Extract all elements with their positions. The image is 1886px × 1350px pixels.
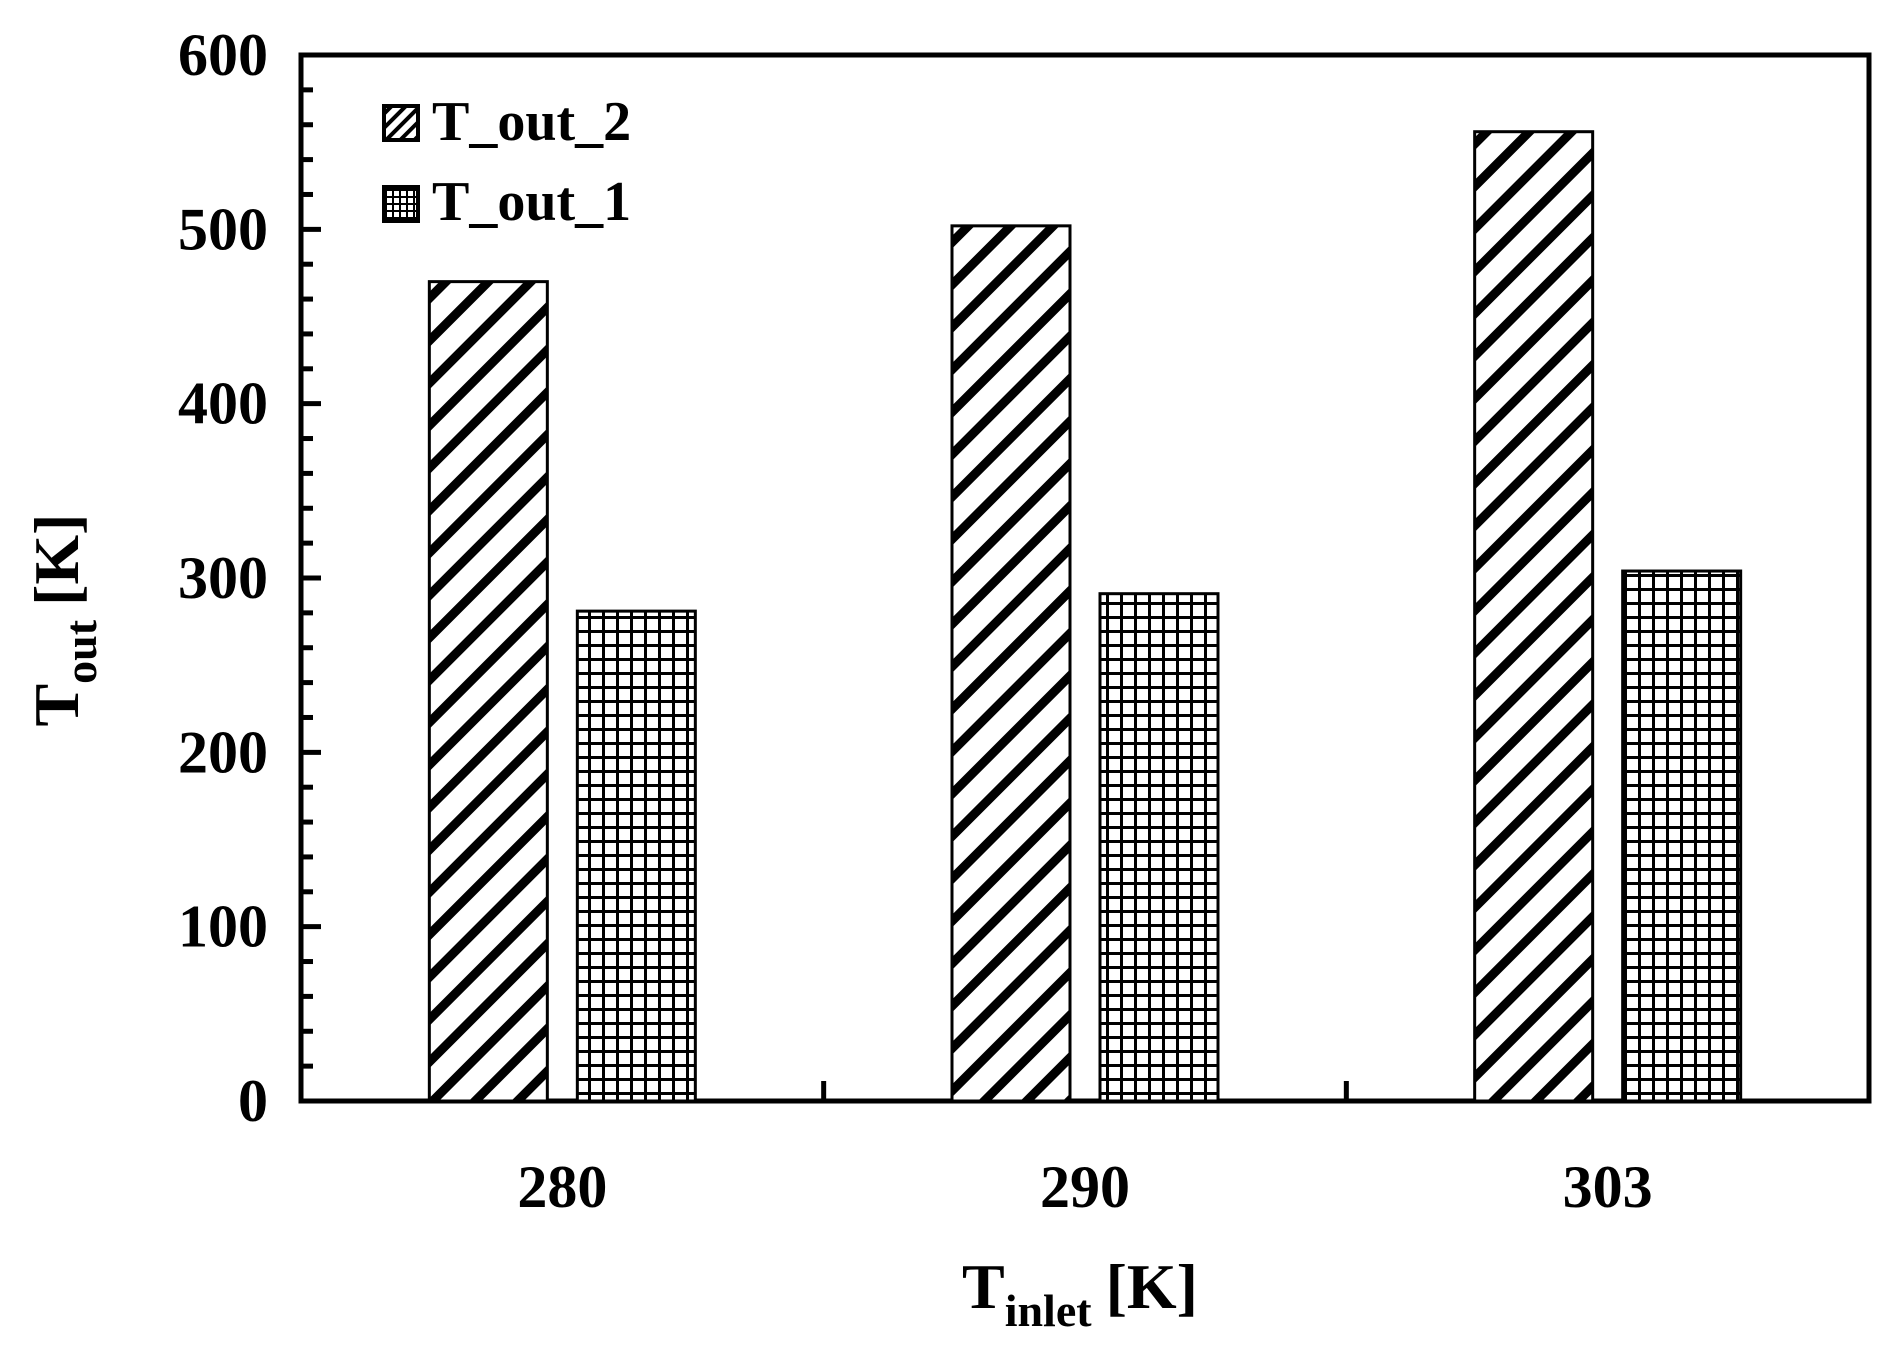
bar-t-out-1-280 [575,609,697,1103]
x-tick-label: 280 [517,1154,607,1220]
y-tick-label: 100 [178,894,268,960]
bar-t-out-2-290 [950,224,1072,1103]
x-tick-label: 290 [1040,1154,1130,1220]
bar-t-out-2-280 [427,280,549,1103]
legend-item-t-out-1: T_out_1 [382,171,631,233]
x-tick-label: 303 [1563,1154,1653,1220]
bar-t-out-1-303 [1621,569,1743,1103]
x-axis: 280 290 303 [517,1081,1653,1220]
legend-swatch-t-out-2 [382,104,420,142]
bar-t-out-1-290 [1098,592,1220,1103]
x-axis-title: Tinlet [K] [962,1251,1198,1336]
legend-label-t-out-1: T_out_1 [432,171,631,233]
legend-item-t-out-2: T_out_2 [382,91,631,153]
y-tick-label: 0 [238,1068,268,1134]
y-tick-label: 300 [178,545,268,611]
y-tick-label: 600 [178,22,268,88]
legend-swatch-t-out-1 [382,185,420,223]
y-tick-label: 400 [178,371,268,437]
bar-group [427,130,1743,1103]
legend-label-t-out-2: T_out_2 [432,91,631,153]
bar-t-out-2-303 [1473,130,1595,1103]
y-axis-title: Tout[K] [21,514,106,727]
y-tick-label: 500 [178,196,268,262]
y-axis: 0 100 200 300 400 500 600 [178,22,321,1134]
y-tick-label: 200 [178,719,268,785]
legend: T_out_2 T_out_1 [382,91,631,233]
